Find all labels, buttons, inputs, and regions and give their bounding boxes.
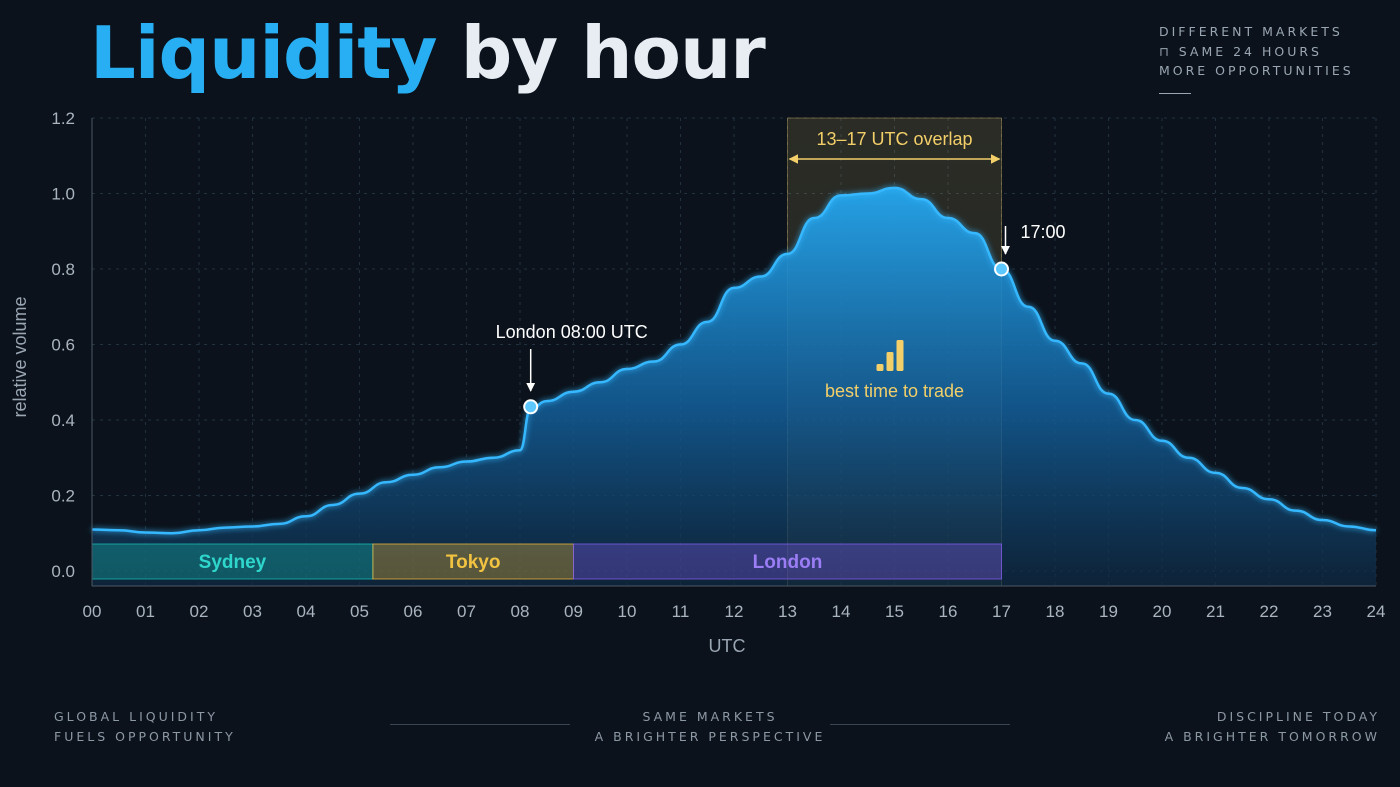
y-tick-label: 0.4 [51,411,75,430]
x-tick-label: 23 [1313,602,1332,621]
y-tick-label: 0.8 [51,260,75,279]
x-tick-label: 07 [457,602,476,621]
session-bar [91,543,374,580]
x-axis-label: UTC [709,636,746,656]
x-tick-label: 15 [885,602,904,621]
y-tick-label: 1.0 [51,185,75,204]
session-label: Sydney [199,552,267,573]
y-tick-label: 1.2 [51,109,75,128]
x-tick-label: 21 [1206,602,1225,621]
overlap-annotation: 13–17 UTC overlap best time to trade [788,129,1001,401]
marker-point [994,261,1009,277]
x-tick-label: 01 [136,602,155,621]
footer-line: GLOBAL LIQUIDITY [54,709,219,724]
x-tick-label: 17 [992,602,1011,621]
session-bars: Sydney Tokyo London [91,543,1002,580]
footer-line: FUELS OPPORTUNITY [54,728,236,744]
x-tick-label: 08 [511,602,530,621]
y-axis-label: relative volume [10,296,30,417]
x-tick-label: 19 [1099,602,1118,621]
title-rest: by hour [460,11,766,95]
footer-center: SAME MARKETS A BRIGHTER PERSPECTIVE [590,707,830,746]
footer-right: DISCIPLINE TODAY A BRIGHTER TOMORROW [1140,707,1380,746]
page-title: Liquidity by hour [90,8,766,98]
x-tick-label: 18 [1046,602,1065,621]
x-tick-label: 05 [350,602,369,621]
x-tick-label: 02 [190,602,209,621]
y-tick-label: 0.0 [51,562,75,581]
x-tick-label: 03 [243,602,262,621]
y-tick-label: 0.2 [51,487,75,506]
markers: London 08:00 UTC 17:00 [496,222,1066,415]
x-tick-label: 12 [725,602,744,621]
x-tick-label: 00 [83,602,102,621]
tagline-line: DIFFERENT MARKETS [1159,24,1343,39]
session-label: Tokyo [446,552,501,573]
overlap-label: 13–17 UTC overlap [816,129,972,149]
volume-area [92,187,1376,586]
footer-divider [830,724,1010,725]
footer-line: SAME MARKETS [642,709,778,724]
x-tick-label: 11 [672,602,690,621]
footer-line: DISCIPLINE TODAY [1216,709,1380,724]
marker-label: London 08:00 UTC [496,322,648,342]
footer-divider [390,724,570,725]
tagline-line: ⊓ SAME 24 HOURS [1159,43,1322,59]
bar-chart-icon [876,340,904,371]
x-tick-label: 14 [832,602,851,621]
x-tick-label: 06 [404,602,423,621]
volume-line [91,186,1377,535]
tagline-line: MORE OPPORTUNITIES [1159,63,1354,78]
marker-point [523,399,539,415]
x-tick-label: 20 [1153,602,1172,621]
title-accent: Liquidity [90,11,438,95]
tagline-rule [1159,92,1191,94]
x-tick-label: 04 [297,602,316,621]
footer-line: A BRIGHTER TOMORROW [1164,728,1380,744]
session-bar [573,543,1002,580]
y-tick-label: 0.6 [51,336,75,355]
marker-label: 17:00 [1021,222,1066,242]
x-tick-label: 24 [1367,602,1386,621]
icon-bar [896,340,904,371]
x-tick-label: 16 [939,602,958,621]
footer-left: GLOBAL LIQUIDITY FUELS OPPORTUNITY [54,707,236,746]
icon-bar [876,364,884,371]
x-tick-label: 22 [1260,602,1279,621]
x-tick-label: 13 [778,602,797,621]
axes: 0.0 0.2 0.4 0.6 0.8 1.0 1.2 00 01 02 03 04 05 06 07 08 0… [51,109,1385,621]
session-bar [372,543,574,580]
tagline: DIFFERENT MARKETS ⊓ SAME 24 HOURS MORE O… [1159,22,1379,94]
x-tick-label: 09 [564,602,583,621]
session-label: London [753,552,823,573]
icon-bar [886,352,894,371]
overlap-note: best time to trade [825,381,964,401]
footer-line: A BRIGHTER PERSPECTIVE [594,728,826,744]
x-tick-label: 10 [618,602,637,621]
